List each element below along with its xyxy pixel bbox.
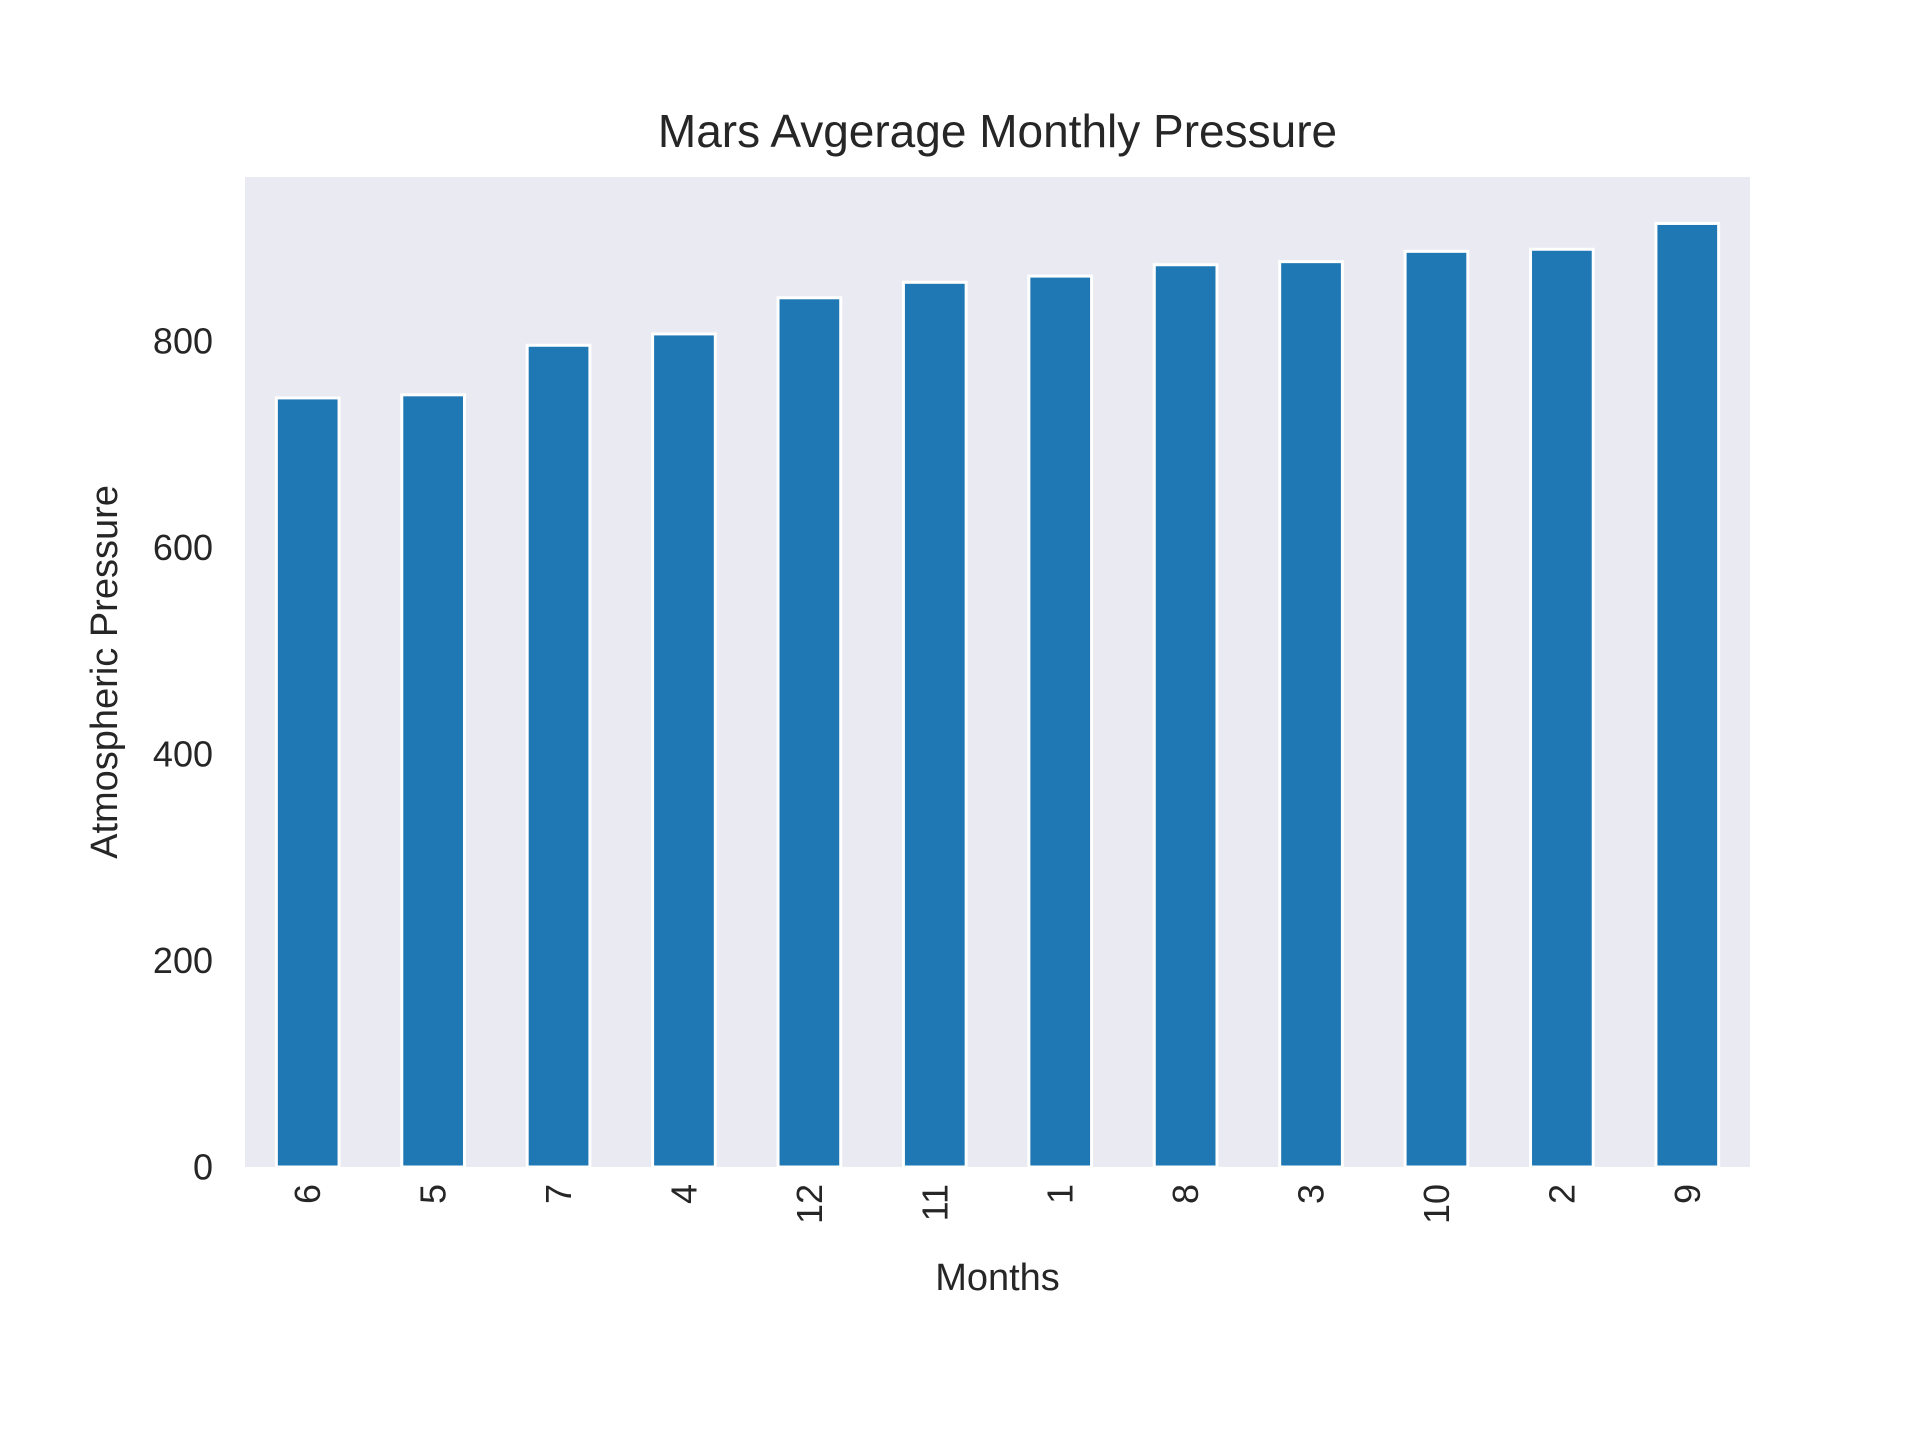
x-tick-label: 9 xyxy=(1667,1184,1708,1204)
x-axis-label: Months xyxy=(935,1257,1060,1299)
bar-month-9 xyxy=(1654,221,1721,1169)
bar-month-8 xyxy=(1152,263,1219,1169)
y-tick-label: 400 xyxy=(153,734,213,775)
x-tick-label: 8 xyxy=(1165,1184,1206,1204)
x-tick-label: 2 xyxy=(1541,1184,1582,1204)
bar-month-1 xyxy=(1027,274,1094,1169)
plot-area xyxy=(245,177,1750,1167)
x-tick-label: 3 xyxy=(1291,1184,1332,1204)
bar-month-6 xyxy=(274,396,341,1169)
bar-month-3 xyxy=(1278,260,1344,1169)
x-tick-label: 1 xyxy=(1040,1184,1081,1204)
chart-title: Mars Avgerage Monthly Pressure xyxy=(658,105,1337,157)
y-tick-label: 0 xyxy=(193,1147,213,1188)
x-tick-label: 6 xyxy=(287,1184,328,1204)
x-axis-ticks: 6 5 7 4 12 11 1 8 3 10 2 9 xyxy=(287,1184,1708,1224)
x-tick-label: 12 xyxy=(789,1184,830,1224)
y-axis-label: Atmospheric Pressure xyxy=(84,485,126,859)
bar-month-7 xyxy=(525,343,592,1169)
bar-month-2 xyxy=(1529,247,1595,1169)
y-axis-ticks: 0 200 400 600 800 xyxy=(153,321,213,1188)
bar-month-5 xyxy=(400,393,466,1169)
x-tick-label: 11 xyxy=(914,1184,955,1221)
bars xyxy=(274,221,1721,1169)
bar-month-4 xyxy=(651,332,717,1169)
bar-month-12 xyxy=(776,296,843,1169)
y-tick-label: 600 xyxy=(153,527,213,568)
x-tick-label: 10 xyxy=(1416,1184,1457,1224)
x-tick-label: 7 xyxy=(538,1184,579,1204)
y-tick-label: 800 xyxy=(153,321,213,362)
bar-month-11 xyxy=(901,280,968,1169)
x-tick-label: 5 xyxy=(413,1184,454,1204)
x-tick-label: 4 xyxy=(663,1184,704,1204)
bar-month-10 xyxy=(1403,249,1470,1169)
y-tick-label: 200 xyxy=(153,940,213,981)
